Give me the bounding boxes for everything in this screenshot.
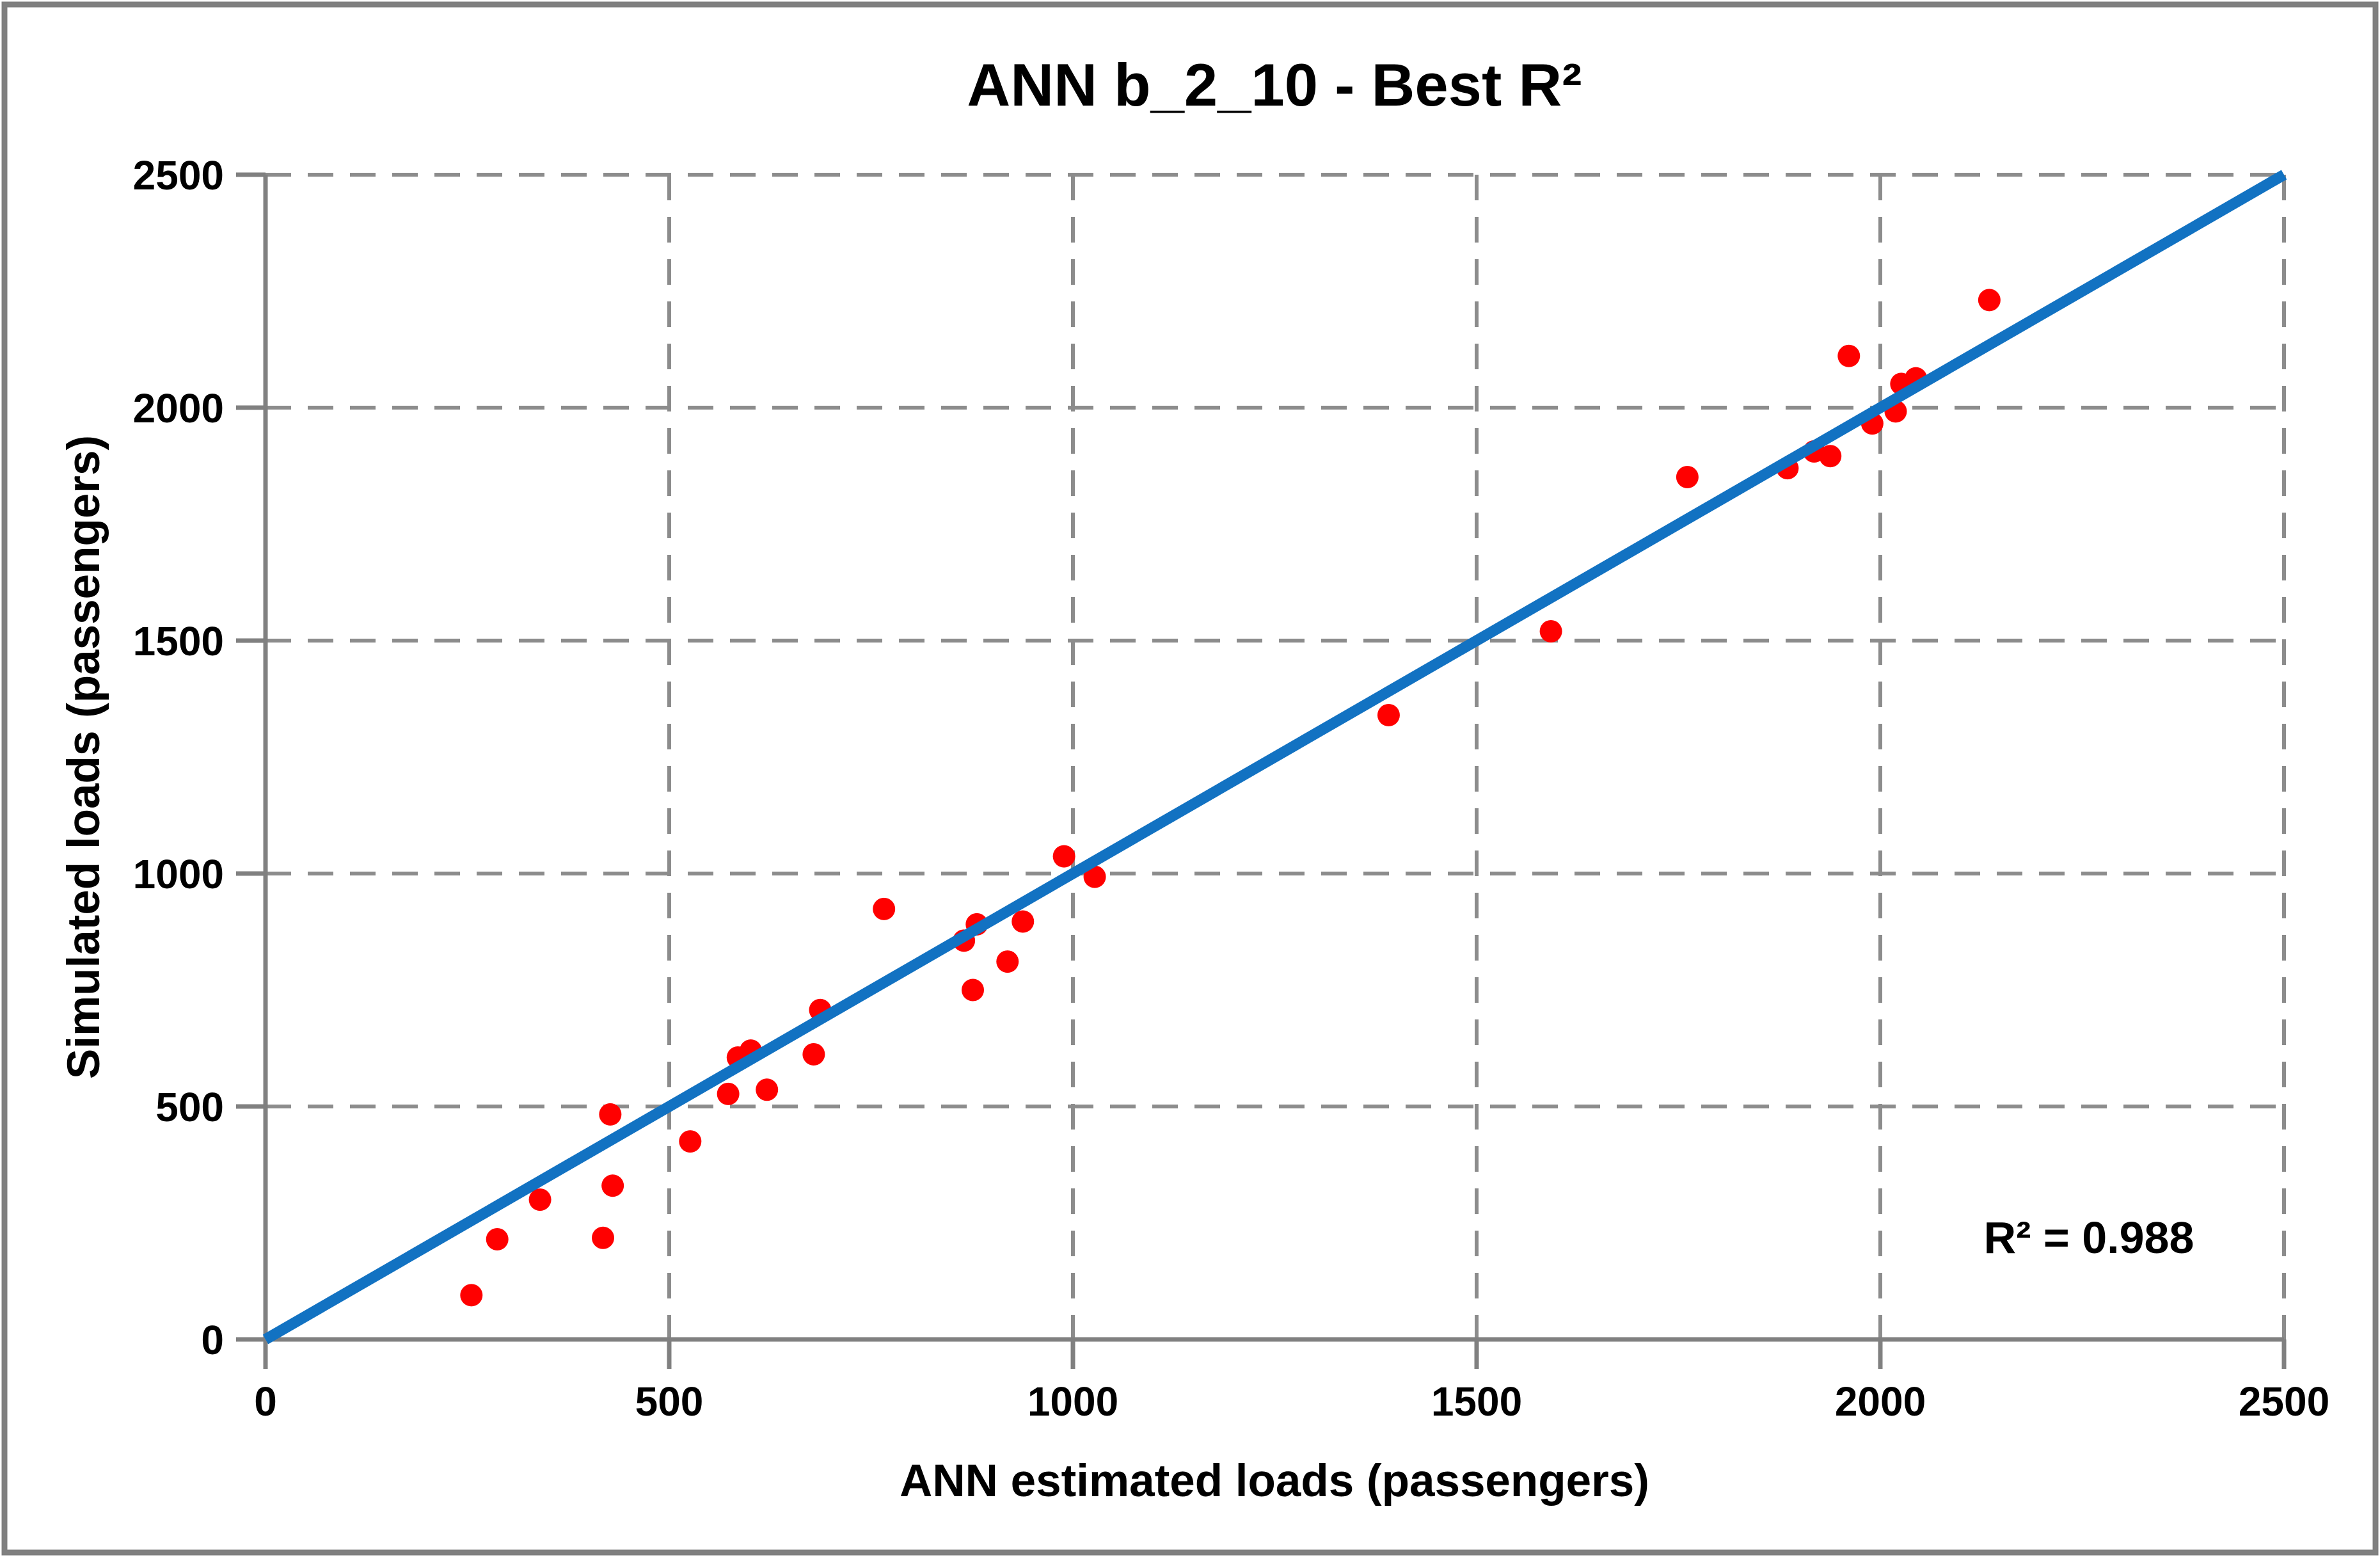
x-tick-label: 1500 xyxy=(1431,1378,1522,1425)
y-axis-title: Simulated loads (passengers) xyxy=(59,435,109,1079)
y-tick-label: 2000 xyxy=(133,385,224,431)
axes-layer xyxy=(236,172,2287,1369)
y-tick-label: 1500 xyxy=(133,618,224,664)
data-point xyxy=(873,897,896,920)
data-point xyxy=(996,950,1019,973)
data-point xyxy=(1539,619,1562,643)
data-point xyxy=(802,1042,825,1066)
data-point xyxy=(486,1227,509,1250)
data-point xyxy=(1819,445,1842,468)
data-point xyxy=(1012,910,1035,933)
tick-labels-layer: 0 500 1000 1500 2000 2500 0 500 1000 1500 2000 2500 xyxy=(133,152,2330,1425)
data-point xyxy=(1052,845,1075,868)
trend-line xyxy=(262,170,2287,1345)
data-point xyxy=(528,1188,551,1211)
y-tick-label: 0 xyxy=(201,1317,224,1363)
x-axis-title: ANN estimated loads (passengers) xyxy=(900,1456,1649,1506)
data-point xyxy=(1978,289,2001,312)
data-point xyxy=(756,1078,779,1101)
data-point xyxy=(962,978,985,1002)
gridlines-layer xyxy=(266,173,2286,1339)
data-point xyxy=(1676,465,1699,488)
y-tick-label: 2500 xyxy=(133,152,224,198)
data-point xyxy=(592,1226,615,1249)
data-point xyxy=(717,1082,740,1105)
chart-title: ANN b_2_10 - Best R² xyxy=(967,51,1582,118)
data-point xyxy=(599,1103,622,1126)
r-squared-annotation: R² = 0.988 xyxy=(1984,1213,2194,1263)
x-tick-label: 2500 xyxy=(2239,1378,2329,1425)
x-tick-label: 2000 xyxy=(1835,1378,1926,1425)
data-point xyxy=(460,1284,483,1307)
x-tick-label: 500 xyxy=(635,1378,704,1425)
data-point xyxy=(1083,865,1106,888)
data-point xyxy=(679,1130,702,1153)
data-point xyxy=(1837,344,1860,367)
x-tick-label: 1000 xyxy=(1027,1378,1118,1425)
data-series-layer xyxy=(262,170,2287,1345)
y-tick-label: 1000 xyxy=(133,851,224,897)
data-point xyxy=(601,1174,624,1197)
data-point xyxy=(1377,703,1400,726)
x-tick-label: 0 xyxy=(254,1378,277,1425)
y-tick-label: 500 xyxy=(155,1084,224,1130)
